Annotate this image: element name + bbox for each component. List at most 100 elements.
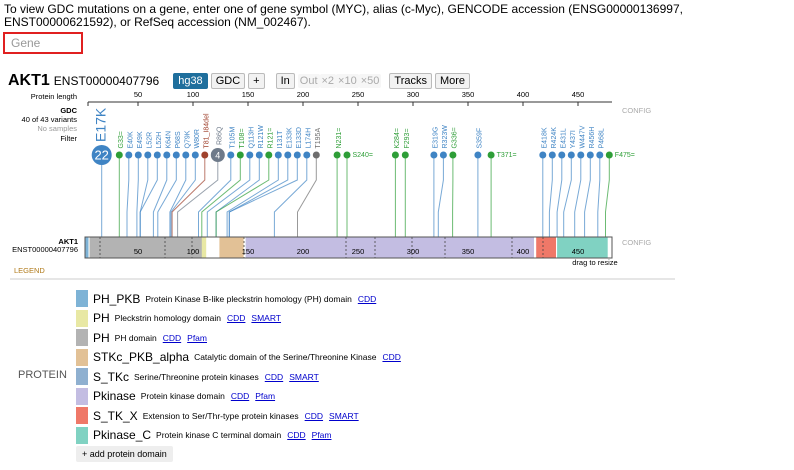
bar-tick-label: 450: [572, 247, 585, 256]
mutation-dot[interactable]: [293, 151, 301, 159]
mutation-dot[interactable]: [539, 151, 547, 159]
mutation-dot[interactable]: [163, 151, 171, 159]
mutation-stem: [215, 158, 260, 237]
mutation-dot[interactable]: [558, 151, 566, 159]
domain-link[interactable]: CDD: [226, 313, 246, 323]
protein-gene: AKT1: [58, 237, 78, 246]
mutation-stem: [228, 158, 298, 237]
mutation-stem: [437, 158, 444, 237]
domain-link[interactable]: CDD: [230, 391, 250, 401]
mutation-dot[interactable]: [125, 151, 133, 159]
domain-segment: [219, 237, 244, 258]
mutation-dot[interactable]: [596, 151, 604, 159]
mutation-dot[interactable]: [172, 151, 180, 159]
domain-link[interactable]: Pfam: [311, 430, 332, 440]
mutation-dot[interactable]: [401, 151, 409, 159]
mutation-dot[interactable]: [265, 151, 273, 159]
header-button[interactable]: ×2: [319, 74, 337, 88]
mutation-label: E418K: [542, 127, 549, 148]
domain-link[interactable]: CDD: [162, 332, 182, 343]
mutation-dot[interactable]: [487, 151, 495, 159]
mutation-dot[interactable]: [548, 151, 556, 159]
header-button[interactable]: ×50: [358, 74, 382, 88]
header-button[interactable]: Tracks: [389, 73, 432, 89]
mutation-dot[interactable]: [191, 151, 199, 159]
domain-description: Protein kinase C terminal domain: [156, 430, 282, 440]
header-button[interactable]: GDC: [210, 73, 246, 89]
domain-link[interactable]: Pfam: [255, 391, 276, 401]
mutation-dot[interactable]: [153, 151, 161, 159]
mutation-stem: [170, 158, 196, 237]
mutation-label: P468L: [599, 128, 606, 148]
domain-link[interactable]: Pfam: [187, 332, 207, 343]
mutation-dot[interactable]: [343, 151, 351, 159]
gene-search-input[interactable]: Gene: [3, 32, 83, 54]
header-button[interactable]: Out: [297, 74, 320, 88]
mutation-dot[interactable]: [246, 151, 254, 159]
header-button[interactable]: +: [248, 73, 265, 89]
mutation-dot[interactable]: [91, 145, 112, 165]
mutation-label: E49K: [137, 131, 144, 148]
legend-title: LEGEND: [14, 266, 45, 275]
header-button[interactable]: More: [434, 73, 471, 89]
mutation-label: R456H: [589, 127, 596, 149]
mutation-dot[interactable]: [312, 151, 320, 159]
protein-config[interactable]: CONFIG: [622, 238, 651, 247]
header-bar: AKT1 ENST00000407796 hg38 GDC + In Out ×2 ×10 ×…: [8, 72, 473, 90]
mutation-stem: [201, 158, 241, 237]
mutation-dot[interactable]: [201, 151, 209, 159]
mutation-label: L174H: [306, 128, 313, 149]
filter-link[interactable]: Filter: [60, 134, 77, 143]
domain-link[interactable]: SMART: [329, 410, 359, 421]
ruler-tick-label: 200: [297, 90, 310, 99]
domain-link[interactable]: SMART: [251, 313, 282, 323]
mutation-dot[interactable]: [115, 151, 123, 159]
mutation-dot[interactable]: [430, 151, 438, 159]
mutation-label: Y437I: [570, 130, 577, 148]
mutation-dot[interactable]: [144, 151, 152, 159]
header-button[interactable]: ×10: [336, 74, 359, 88]
header-button[interactable]: In: [275, 73, 295, 89]
mutation-dot[interactable]: [134, 151, 142, 159]
ruler-tick-label: 250: [352, 90, 365, 99]
ruler-tick-label: 100: [187, 90, 200, 99]
mutation-dot[interactable]: [284, 151, 292, 159]
mutation-dot[interactable]: [567, 151, 575, 159]
mutation-dot[interactable]: [210, 148, 225, 162]
domain-name: Pkinase: [93, 389, 136, 403]
domain-link[interactable]: CDD: [382, 352, 401, 362]
mutation-dot[interactable]: [274, 151, 282, 159]
mutation-dot[interactable]: [255, 151, 263, 159]
domain-link[interactable]: SMART: [289, 371, 319, 382]
mutation-dot[interactable]: [391, 151, 399, 159]
ruler-tick-label: 350: [462, 90, 475, 99]
mutation-dot[interactable]: [236, 151, 244, 159]
mutation-stem: [297, 158, 317, 237]
mutation-stem: [273, 158, 308, 237]
bar-tick-label: 400: [517, 247, 530, 256]
domain-link[interactable]: CDD: [304, 410, 324, 421]
mutation-dot[interactable]: [182, 151, 190, 159]
config-link[interactable]: CONFIG: [622, 106, 651, 115]
domain-name: Pkinase_C: [93, 428, 152, 442]
add-domain-button[interactable]: + add protein domain: [76, 446, 173, 462]
mutation-dot[interactable]: [586, 151, 594, 159]
mutation-dot[interactable]: [577, 151, 585, 159]
mutation-dot[interactable]: [227, 151, 235, 159]
mutation-dot[interactable]: [474, 151, 482, 159]
domain-link[interactable]: CDD: [264, 371, 284, 382]
domain-description: Protein Kinase B-like pleckstrin homolog…: [145, 293, 352, 304]
domain-description: Extension to Ser/Thr-type protein kinase…: [142, 410, 299, 421]
domain-segment: [536, 237, 556, 258]
domain-link[interactable]: CDD: [287, 430, 306, 440]
mutation-dot[interactable]: [449, 151, 457, 159]
header-button[interactable]: hg38: [173, 73, 208, 89]
mutation-label: W80R: [194, 129, 201, 148]
domain-link[interactable]: CDD: [357, 293, 377, 304]
mutation-dot[interactable]: [333, 151, 341, 159]
mutation-dot[interactable]: [439, 151, 447, 159]
mutation-label: T81_I84del: [204, 113, 211, 148]
mutation-dot[interactable]: [605, 151, 613, 159]
mutation-dot[interactable]: [303, 151, 311, 159]
sample-info: No samples: [37, 124, 77, 133]
